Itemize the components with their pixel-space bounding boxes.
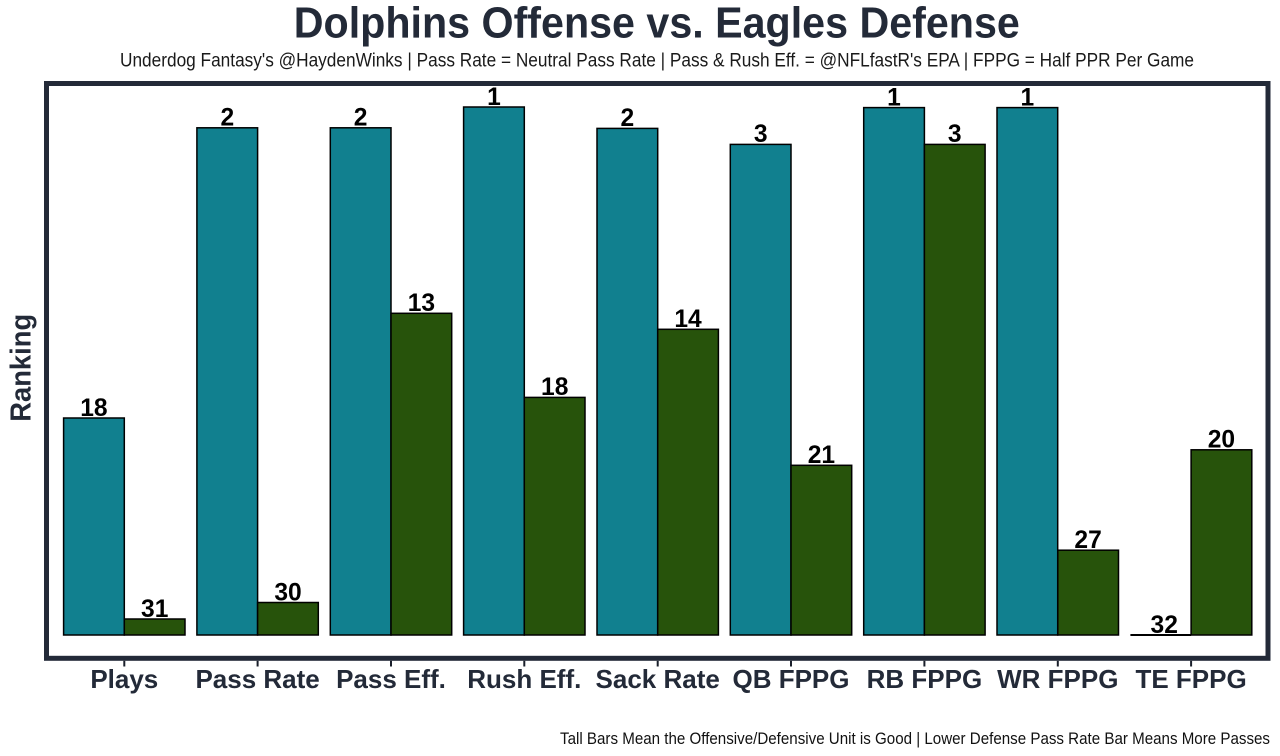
svg-text:2: 2 [354,105,368,132]
svg-text:1: 1 [487,84,501,111]
svg-text:3: 3 [754,121,768,148]
svg-text:31: 31 [141,596,168,623]
svg-text:20: 20 [1208,427,1235,454]
svg-text:21: 21 [808,442,835,469]
svg-text:13: 13 [408,290,435,317]
svg-text:Pass Eff.: Pass Eff. [336,664,446,694]
svg-text:14: 14 [674,306,702,333]
svg-text:Pass Rate: Pass Rate [195,664,319,694]
svg-text:TE FPPG: TE FPPG [1135,664,1246,694]
svg-text:18: 18 [541,374,568,401]
svg-text:2: 2 [620,105,634,132]
svg-text:Tall Bars Mean the Offensive/D: Tall Bars Mean the Offensive/Defensive U… [560,730,1270,748]
svg-text:3: 3 [948,121,962,148]
svg-text:Dolphins Offense vs. Eagles De: Dolphins Offense vs. Eagles Defense [294,0,1020,48]
svg-text:27: 27 [1074,527,1101,554]
svg-text:1: 1 [887,84,901,111]
svg-text:30: 30 [274,579,301,606]
svg-text:Sack Rate: Sack Rate [596,664,720,694]
svg-text:RB FPPG: RB FPPG [867,664,983,694]
svg-text:Ranking: Ranking [5,314,37,422]
svg-text:QB FPPG: QB FPPG [732,664,849,694]
svg-text:1: 1 [1021,84,1035,111]
svg-text:Underdog Fantasy's @HaydenWink: Underdog Fantasy's @HaydenWinks | Pass R… [120,50,1194,71]
svg-text:18: 18 [80,395,107,422]
svg-text:WR FPPG: WR FPPG [997,664,1118,694]
svg-text:32: 32 [1151,612,1178,639]
svg-text:Plays: Plays [90,664,158,694]
svg-text:2: 2 [220,105,234,132]
svg-text:Rush Eff.: Rush Eff. [467,664,581,694]
